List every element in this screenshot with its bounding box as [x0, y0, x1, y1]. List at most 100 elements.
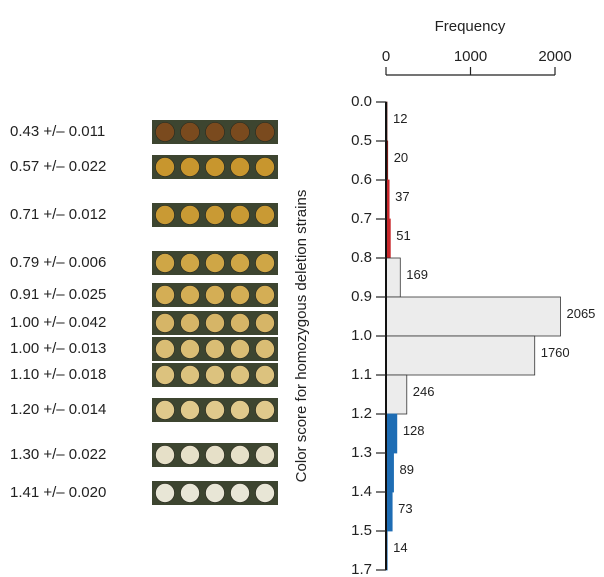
- colony: [180, 400, 200, 420]
- colony: [205, 253, 225, 273]
- colony: [180, 157, 200, 177]
- colony: [255, 253, 275, 273]
- colony: [155, 339, 175, 359]
- colony: [180, 365, 200, 385]
- bar: [385, 452, 394, 493]
- strip-label: 1.00 +/– 0.042: [10, 314, 106, 331]
- value-label: 73: [398, 501, 412, 516]
- colony: [230, 205, 250, 225]
- colony: [205, 483, 225, 503]
- colony: [205, 122, 225, 142]
- value-label: 51: [396, 228, 410, 243]
- x-tick-label: 1000: [454, 48, 487, 65]
- value-label: 2065: [566, 306, 595, 321]
- colony: [255, 483, 275, 503]
- bar: [385, 296, 561, 337]
- value-label: 246: [413, 384, 435, 399]
- colony: [255, 365, 275, 385]
- y-axis-title: Color score for homozygous deletion stra…: [293, 190, 310, 483]
- colony: [230, 400, 250, 420]
- y-tick-label: 1.3: [351, 444, 372, 461]
- colony: [230, 483, 250, 503]
- colony: [155, 122, 175, 142]
- strip-label: 1.41 +/– 0.020: [10, 484, 106, 501]
- colony: [205, 285, 225, 305]
- colony: [155, 483, 175, 503]
- strip-label: 0.71 +/– 0.012: [10, 206, 106, 223]
- value-label: 20: [394, 150, 408, 165]
- colony: [255, 313, 275, 333]
- strip-label: 1.00 +/– 0.013: [10, 340, 106, 357]
- colony: [205, 205, 225, 225]
- colony: [255, 339, 275, 359]
- colony: [180, 122, 200, 142]
- value-label: 89: [400, 462, 414, 477]
- colony: [205, 339, 225, 359]
- y-tick-label: 1.7: [351, 561, 372, 577]
- bar: [385, 335, 536, 376]
- strip-label: 0.91 +/– 0.025: [10, 286, 106, 303]
- colony: [255, 122, 275, 142]
- colony: [230, 122, 250, 142]
- colony: [230, 313, 250, 333]
- y-tick-label: 0.9: [351, 288, 372, 305]
- colony: [180, 445, 200, 465]
- value-label: 12: [393, 111, 407, 126]
- colony: [180, 483, 200, 503]
- colony: [155, 313, 175, 333]
- colony: [155, 157, 175, 177]
- colony: [205, 157, 225, 177]
- colony: [255, 445, 275, 465]
- colony: [155, 205, 175, 225]
- strip-label: 1.30 +/– 0.022: [10, 446, 106, 463]
- colony: [180, 313, 200, 333]
- colony: [205, 445, 225, 465]
- strip-label: 1.20 +/– 0.014: [10, 401, 106, 418]
- colony: [255, 285, 275, 305]
- value-label: 169: [406, 267, 428, 282]
- colony: [230, 339, 250, 359]
- colony: [205, 400, 225, 420]
- y-tick-label: 0.5: [351, 132, 372, 149]
- x-tick-label: 0: [382, 48, 390, 65]
- y-tick-label: 0.8: [351, 249, 372, 266]
- colony: [180, 339, 200, 359]
- colony: [230, 157, 250, 177]
- y-tick-label: 1.5: [351, 522, 372, 539]
- x-axis-title: Frequency: [435, 18, 506, 35]
- y-tick-label: 1.4: [351, 483, 372, 500]
- bar: [385, 413, 398, 454]
- value-label: 37: [395, 189, 409, 204]
- value-label: 1760: [541, 345, 570, 360]
- colony: [205, 313, 225, 333]
- colony: [255, 205, 275, 225]
- strip-label: 0.43 +/– 0.011: [10, 123, 105, 140]
- colony: [255, 157, 275, 177]
- colony: [155, 253, 175, 273]
- colony: [155, 400, 175, 420]
- value-label: 128: [403, 423, 425, 438]
- y-tick-label: 0.6: [351, 171, 372, 188]
- colony: [180, 285, 200, 305]
- y-tick-label: 0.7: [351, 210, 372, 227]
- bar: [385, 374, 408, 415]
- colony: [155, 285, 175, 305]
- colony: [230, 365, 250, 385]
- colony: [255, 400, 275, 420]
- y-tick-label: 1.1: [351, 366, 372, 383]
- colony: [180, 253, 200, 273]
- strip-label: 1.10 +/– 0.018: [10, 366, 106, 383]
- value-label: 14: [393, 540, 407, 555]
- strip-label: 0.57 +/– 0.022: [10, 158, 106, 175]
- y-tick-label: 1.2: [351, 405, 372, 422]
- y-tick-label: 1.0: [351, 327, 372, 344]
- colony: [155, 365, 175, 385]
- colony: [205, 365, 225, 385]
- strip-label: 0.79 +/– 0.006: [10, 254, 106, 271]
- colony: [155, 445, 175, 465]
- colony: [230, 445, 250, 465]
- colony: [230, 285, 250, 305]
- x-tick-label: 2000: [538, 48, 571, 65]
- colony: [180, 205, 200, 225]
